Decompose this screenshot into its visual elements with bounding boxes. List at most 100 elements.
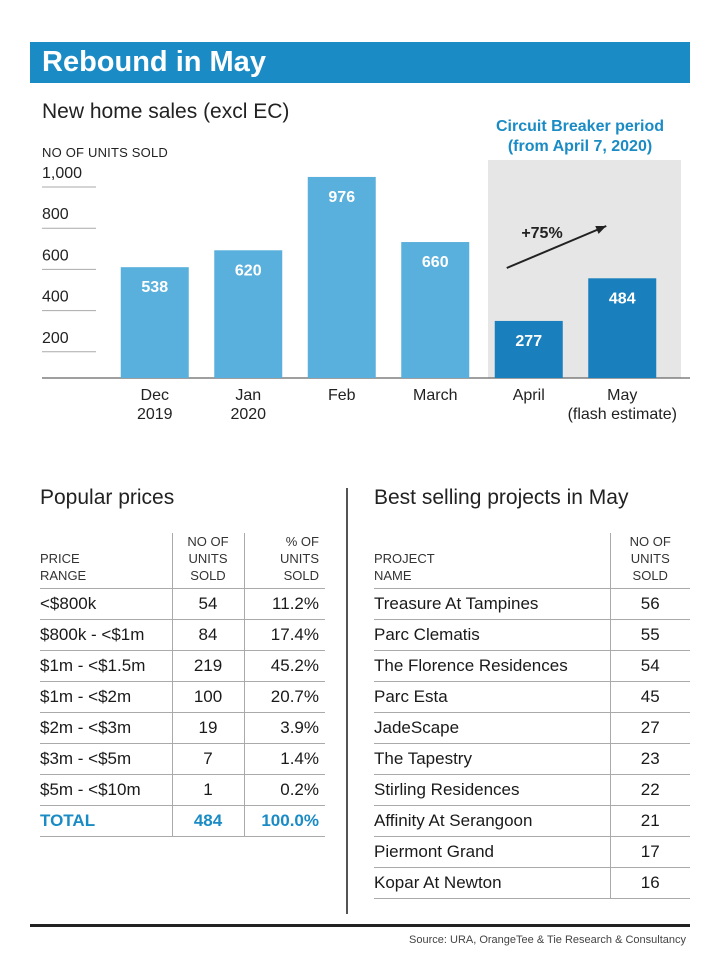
- percent-cell: 1.4%: [244, 743, 325, 775]
- x-tick-label: April: [513, 387, 545, 404]
- units-sold-header: NO OF UNITS SOLD: [171, 533, 245, 589]
- bar: [307, 176, 376, 378]
- project-units-cell: 23: [609, 743, 690, 775]
- units-sold-cell: 7: [171, 743, 245, 775]
- footer-rule: [30, 924, 690, 927]
- source-note: Source: URA, OrangeTee & Tie Research & …: [409, 934, 686, 946]
- project-units-cell: 45: [609, 681, 690, 713]
- popular-prices-table: PRICE RANGE NO OF UNITS SOLD % OF UNITS …: [40, 533, 325, 837]
- project-name-cell: Parc Esta: [374, 681, 610, 713]
- x-tick-label: March: [413, 387, 457, 404]
- sales-bar-chart: 200 400 600 800 1,000 538 620 976 660 277 484 Dec 20…: [42, 160, 690, 423]
- project-name-cell: Affinity At Serangoon: [374, 805, 610, 837]
- table-row: Piermont Grand 17: [374, 836, 690, 868]
- title-banner: Rebound in May: [30, 42, 690, 83]
- percent-cell: 11.2%: [244, 588, 325, 620]
- bar-value-label: 620: [235, 262, 262, 279]
- project-name-cell: The Tapestry: [374, 743, 610, 775]
- price-range-cell: $1m - <$1.5m: [40, 650, 172, 682]
- y-tick-label: 200: [42, 330, 69, 347]
- x-tick-label: Dec 2019: [137, 387, 173, 423]
- best-selling-table: PROJECT NAME NO OF UNITS SOLD Treasure A…: [374, 533, 690, 899]
- x-tick-label-line: April: [513, 387, 545, 404]
- column-divider: [346, 488, 348, 914]
- y-tick-label: 1,000: [42, 165, 82, 182]
- table-row: $2m - <$3m 19 3.9%: [40, 712, 325, 744]
- project-units-cell: 21: [609, 805, 690, 837]
- table-row: JadeScape 27: [374, 712, 690, 744]
- project-name-cell: Treasure At Tampines: [374, 588, 610, 620]
- percent-units-header: % OF UNITS SOLD: [280, 534, 319, 583]
- y-axis-title: NO OF UNITS SOLD: [42, 145, 168, 160]
- units-sold-cell: 100: [171, 681, 245, 713]
- table-row: $800k - <$1m 84 17.4%: [40, 619, 325, 651]
- total-label: TOTAL: [40, 805, 172, 837]
- table-row: Parc Clematis 55: [374, 619, 690, 651]
- x-tick-label: Feb: [328, 387, 356, 404]
- bar: [588, 278, 657, 378]
- project-name-cell: Kopar At Newton: [374, 867, 610, 899]
- y-tick-label: 600: [42, 247, 69, 264]
- project-units-cell: 56: [609, 588, 690, 620]
- project-name-cell: Stirling Residences: [374, 774, 610, 806]
- popular-prices-title: Popular prices: [40, 486, 175, 509]
- table-row: Parc Esta 45: [374, 681, 690, 713]
- table-row: The Florence Residences 54: [374, 650, 690, 682]
- table-row: $5m - <$10m 1 0.2%: [40, 774, 325, 806]
- percent-cell: 20.7%: [244, 681, 325, 713]
- x-tick-label-line: Feb: [328, 387, 356, 404]
- x-tick-label-line: March: [413, 387, 457, 404]
- units-sold-cell: 219: [171, 650, 245, 682]
- x-tick-label: Jan 2020: [230, 387, 266, 423]
- project-units-cell: 27: [609, 712, 690, 744]
- bar-value-label: 976: [328, 189, 355, 206]
- table-row: The Tapestry 23: [374, 743, 690, 775]
- circuit-breaker-label: Circuit Breaker period (from April 7, 20…: [495, 118, 665, 155]
- x-tick-label-line: Dec: [141, 387, 169, 404]
- bar-value-label: 660: [422, 254, 449, 271]
- table-row: Treasure At Tampines 56: [374, 588, 690, 620]
- bar-value-label: 277: [515, 333, 542, 350]
- best-selling-title: Best selling projects in May: [374, 486, 629, 509]
- units-sold-cell: 84: [171, 619, 245, 651]
- total-row: TOTAL 484 100.0%: [40, 805, 325, 837]
- price-range-cell: $2m - <$3m: [40, 712, 172, 744]
- price-range-cell: $1m - <$2m: [40, 681, 172, 713]
- price-range-header: PRICE RANGE: [40, 551, 87, 583]
- price-range-cell: $3m - <$5m: [40, 743, 172, 775]
- growth-annotation: +75%: [521, 225, 562, 242]
- table-row: $3m - <$5m 7 1.4%: [40, 743, 325, 775]
- percent-cell: 0.2%: [244, 774, 325, 806]
- project-units-cell: 17: [609, 836, 690, 868]
- project-units-cell: 54: [609, 650, 690, 682]
- bar: [214, 250, 283, 378]
- x-tick-label-line: 2019: [137, 406, 173, 423]
- project-name-header: PROJECT NAME: [374, 551, 435, 583]
- project-units-header: NO OF UNITS SOLD: [609, 533, 690, 589]
- project-name-cell: JadeScape: [374, 712, 610, 744]
- table-row: Affinity At Serangoon 21: [374, 805, 690, 837]
- growth-arrow-head: [595, 225, 607, 234]
- x-tick-label-line: 2020: [230, 406, 266, 423]
- project-name-cell: Piermont Grand: [374, 836, 610, 868]
- growth-arrow-line: [506, 225, 607, 269]
- x-tick-label-line: Jan: [235, 387, 261, 404]
- project-name-cell: The Florence Residences: [374, 650, 610, 682]
- bar: [401, 242, 470, 378]
- project-units-cell: 22: [609, 774, 690, 806]
- project-name-cell: Parc Clematis: [374, 619, 610, 651]
- percent-cell: 3.9%: [244, 712, 325, 744]
- table-row: Stirling Residences 22: [374, 774, 690, 806]
- table-row: $1m - <$2m 100 20.7%: [40, 681, 325, 713]
- bar: [494, 320, 563, 378]
- units-sold-cell: 54: [171, 588, 245, 620]
- y-tick-label: 400: [42, 289, 69, 306]
- bar-value-label: 538: [141, 279, 168, 296]
- price-range-cell: $5m - <$10m: [40, 774, 172, 806]
- total-units: 484: [171, 805, 245, 837]
- project-units-cell: 16: [609, 867, 690, 899]
- price-range-cell: $800k - <$1m: [40, 619, 172, 651]
- project-units-cell: 55: [609, 619, 690, 651]
- table-row: <$800k 54 11.2%: [40, 588, 325, 620]
- total-percent: 100.0%: [244, 805, 325, 837]
